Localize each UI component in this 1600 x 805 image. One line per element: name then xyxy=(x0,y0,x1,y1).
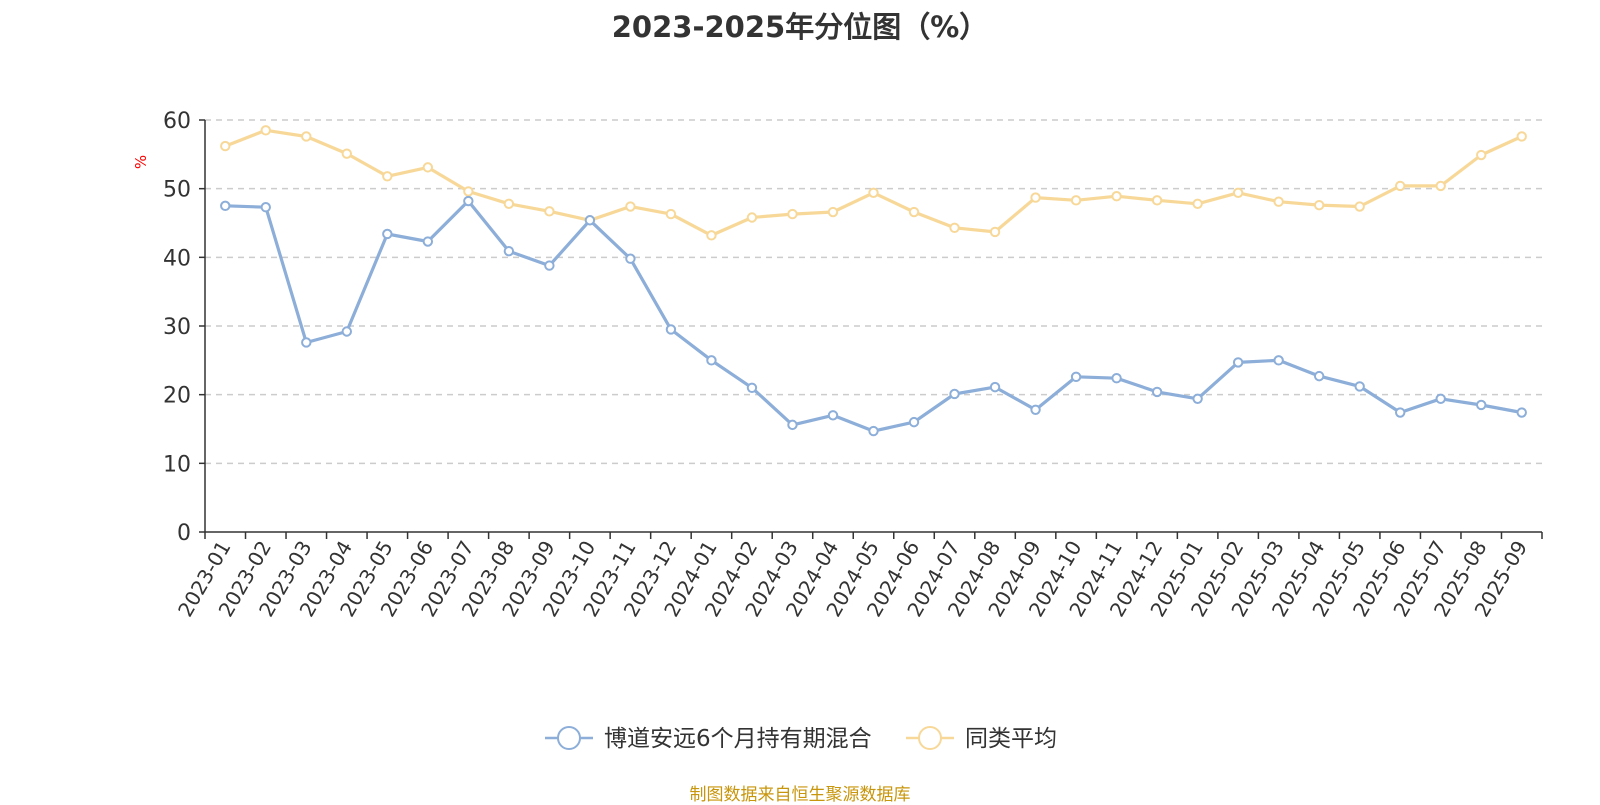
data-point[interactable] xyxy=(908,416,920,428)
data-point[interactable] xyxy=(706,230,717,241)
data-point[interactable] xyxy=(949,388,960,400)
data-point[interactable] xyxy=(1354,201,1365,212)
legend-item-0[interactable]: 博道安远6个月持有期混合 xyxy=(545,726,872,752)
data-point[interactable] xyxy=(1151,386,1163,398)
data-point[interactable] xyxy=(1354,381,1365,392)
data-point[interactable] xyxy=(827,206,839,218)
data-point[interactable] xyxy=(1111,372,1122,384)
series-lines xyxy=(220,125,1527,437)
data-point[interactable] xyxy=(746,382,758,393)
data-point[interactable] xyxy=(827,410,839,421)
y-tick-label: 30 xyxy=(163,315,191,340)
data-point[interactable] xyxy=(625,253,636,264)
data-point[interactable] xyxy=(868,187,879,198)
data-point[interactable] xyxy=(868,425,879,437)
data-point[interactable] xyxy=(260,125,271,136)
data-point[interactable] xyxy=(1192,393,1203,404)
y-axis-label: % xyxy=(132,155,150,169)
data-point[interactable] xyxy=(706,355,717,366)
data-point[interactable] xyxy=(1394,180,1406,192)
data-point[interactable] xyxy=(463,195,474,207)
data-point[interactable] xyxy=(1516,407,1527,418)
legend-label: 同类平均 xyxy=(965,726,1057,752)
data-point[interactable] xyxy=(544,206,555,217)
series-line-0 xyxy=(223,199,1524,433)
legend-circle-icon xyxy=(918,726,942,750)
grid-lines xyxy=(205,119,1542,465)
data-point[interactable] xyxy=(787,419,798,431)
data-point[interactable] xyxy=(625,201,636,212)
data-point[interactable] xyxy=(220,200,231,212)
y-tick-label: 40 xyxy=(163,246,191,271)
data-point[interactable] xyxy=(1070,371,1082,383)
data-point[interactable] xyxy=(746,212,758,223)
data-point[interactable] xyxy=(503,245,515,257)
data-point[interactable] xyxy=(341,326,353,337)
y-tick-label: 20 xyxy=(163,384,191,409)
data-point[interactable] xyxy=(1273,355,1284,366)
data-point[interactable] xyxy=(1476,399,1487,411)
data-point[interactable] xyxy=(544,260,555,271)
data-point[interactable] xyxy=(503,198,515,209)
data-point[interactable] xyxy=(1435,393,1446,404)
legend-item-1[interactable]: 同类平均 xyxy=(906,726,1057,752)
y-tick-label: 0 xyxy=(177,521,191,546)
data-point[interactable] xyxy=(220,140,231,152)
data-point[interactable] xyxy=(1070,195,1082,206)
legend[interactable]: 博道安远6个月持有期混合 同类平均 xyxy=(545,726,1057,752)
data-point[interactable] xyxy=(1232,187,1244,198)
y-tick-label: 50 xyxy=(163,178,191,203)
y-tick-label: 10 xyxy=(163,452,191,477)
data-point[interactable] xyxy=(1151,195,1163,206)
data-point[interactable] xyxy=(1394,407,1406,418)
data-point[interactable] xyxy=(1111,191,1122,202)
source-note: 制图数据来自恒生聚源数据库 xyxy=(689,785,911,805)
legend-label: 博道安远6个月持有期混合 xyxy=(604,726,872,752)
data-point[interactable] xyxy=(665,324,677,335)
series-line-1 xyxy=(223,128,1524,237)
data-point[interactable] xyxy=(1273,196,1284,207)
data-point[interactable] xyxy=(665,208,677,220)
data-point[interactable] xyxy=(260,202,271,213)
data-point[interactable] xyxy=(989,226,1001,238)
data-point[interactable] xyxy=(1435,180,1446,192)
data-point[interactable] xyxy=(301,131,312,142)
data-point[interactable] xyxy=(382,171,393,182)
data-point[interactable] xyxy=(422,236,434,247)
data-point[interactable] xyxy=(463,186,474,197)
data-point[interactable] xyxy=(1192,198,1203,209)
data-point[interactable] xyxy=(1030,192,1041,203)
data-point[interactable] xyxy=(989,381,1001,393)
axes: 01020304050602023-012023-022023-032023-0… xyxy=(163,109,1543,621)
data-point[interactable] xyxy=(584,215,596,226)
data-point[interactable] xyxy=(908,206,920,218)
data-point[interactable] xyxy=(1313,199,1325,211)
y-tick-label: 60 xyxy=(163,109,191,134)
legend-circle-icon xyxy=(557,726,581,750)
data-point[interactable] xyxy=(787,208,798,220)
data-point[interactable] xyxy=(301,337,312,348)
data-point[interactable] xyxy=(1313,370,1325,382)
data-point[interactable] xyxy=(949,222,960,234)
data-point[interactable] xyxy=(382,228,393,240)
chart-title: 2023-2025年分位图（%） xyxy=(611,10,989,44)
data-point[interactable] xyxy=(422,162,434,173)
data-point[interactable] xyxy=(1516,131,1527,142)
data-point[interactable] xyxy=(341,148,353,159)
data-point[interactable] xyxy=(1232,357,1244,368)
data-point[interactable] xyxy=(1476,149,1487,161)
data-point[interactable] xyxy=(1030,404,1041,415)
